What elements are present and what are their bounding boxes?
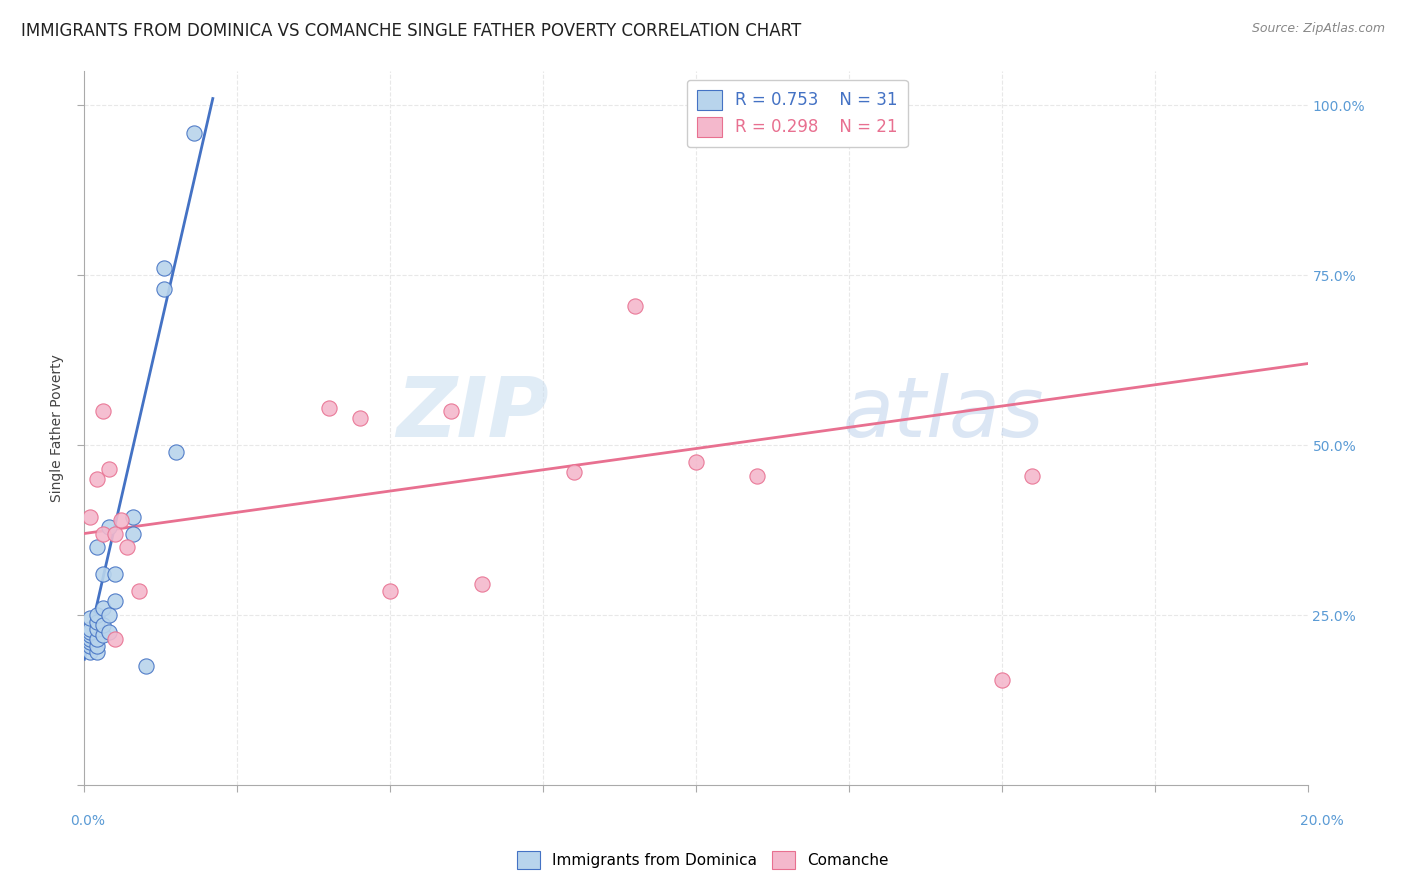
Point	[153, 282, 176, 296]
Point	[380, 584, 402, 599]
Y-axis label: Single Father Poverty: Single Father Poverty	[51, 354, 65, 502]
Point	[86, 540, 108, 554]
Legend: Immigrants from Dominica, Comanche: Immigrants from Dominica, Comanche	[510, 845, 896, 875]
Point	[79, 645, 101, 659]
Point	[97, 625, 120, 640]
Point	[79, 628, 101, 642]
Point	[349, 411, 371, 425]
Point	[97, 608, 120, 623]
Point	[104, 632, 127, 646]
Point	[318, 401, 340, 415]
Point	[122, 526, 145, 541]
Point	[79, 622, 101, 636]
Point	[79, 625, 101, 640]
Point	[685, 455, 707, 469]
Point	[747, 468, 769, 483]
Point	[79, 639, 101, 653]
Text: IMMIGRANTS FROM DOMINICA VS COMANCHE SINGLE FATHER POVERTY CORRELATION CHART: IMMIGRANTS FROM DOMINICA VS COMANCHE SIN…	[21, 22, 801, 40]
Point	[624, 299, 647, 313]
Point	[86, 639, 108, 653]
Point	[153, 261, 176, 276]
Point	[991, 673, 1014, 687]
Point	[128, 584, 150, 599]
Point	[79, 632, 101, 646]
Text: Source: ZipAtlas.com: Source: ZipAtlas.com	[1251, 22, 1385, 36]
Point	[104, 526, 127, 541]
Point	[115, 540, 138, 554]
Legend: R = 0.753    N = 31, R = 0.298    N = 21: R = 0.753 N = 31, R = 0.298 N = 21	[688, 79, 908, 147]
Text: atlas: atlas	[842, 374, 1045, 454]
Text: ZIP: ZIP	[396, 374, 550, 454]
Point	[86, 645, 108, 659]
Point	[122, 509, 145, 524]
Point	[1021, 468, 1043, 483]
Point	[79, 635, 101, 649]
Point	[86, 472, 108, 486]
Point	[86, 622, 108, 636]
Point	[135, 659, 157, 673]
Point	[91, 618, 114, 632]
Point	[91, 404, 114, 418]
Point	[91, 601, 114, 615]
Text: 0.0%: 0.0%	[70, 814, 104, 828]
Point	[91, 567, 114, 582]
Point	[86, 615, 108, 629]
Point	[183, 126, 205, 140]
Point	[86, 608, 108, 623]
Point	[562, 466, 585, 480]
Point	[110, 513, 132, 527]
Point	[79, 509, 101, 524]
Point	[86, 632, 108, 646]
Point	[91, 628, 114, 642]
Point	[165, 445, 187, 459]
Point	[104, 594, 127, 608]
Point	[97, 519, 120, 533]
Point	[97, 462, 120, 476]
Point	[91, 526, 114, 541]
Point	[471, 577, 494, 591]
Text: 20.0%: 20.0%	[1299, 814, 1344, 828]
Point	[104, 567, 127, 582]
Point	[440, 404, 463, 418]
Point	[79, 611, 101, 625]
